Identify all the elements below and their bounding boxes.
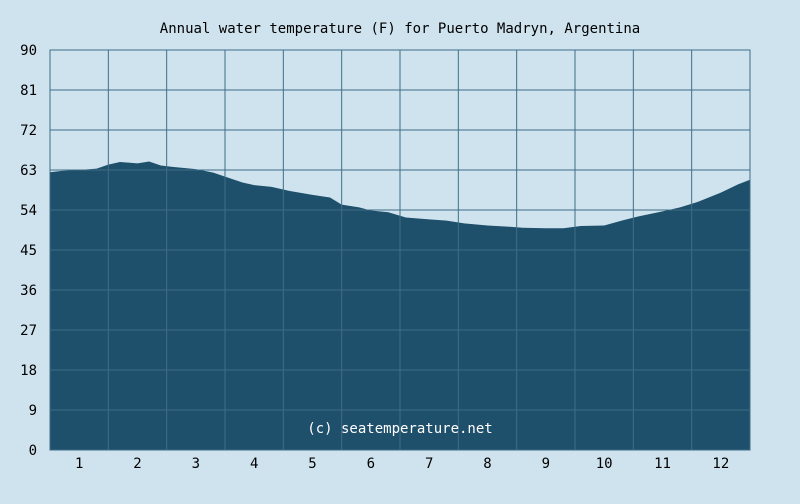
x-tick-label: 10 <box>596 456 613 472</box>
y-tick-label: 45 <box>20 243 37 259</box>
y-tick-label: 9 <box>29 403 37 419</box>
chart-title: Annual water temperature (F) for Puerto … <box>160 21 640 37</box>
y-tick-label: 36 <box>20 283 37 299</box>
x-tick-label: 5 <box>308 456 316 472</box>
watermark-text: (c) seatemperature.net <box>307 421 492 437</box>
y-tick-label: 63 <box>20 163 37 179</box>
y-tick-label: 54 <box>20 203 37 219</box>
plot-border <box>49 49 751 451</box>
x-tick-label: 12 <box>712 456 729 472</box>
x-tick-label: 1 <box>75 456 83 472</box>
y-tick-label: 90 <box>20 43 37 59</box>
y-tick-label: 72 <box>20 123 37 139</box>
y-tick-label: 18 <box>20 363 37 379</box>
x-tick-label: 8 <box>483 456 491 472</box>
x-tick-label: 6 <box>367 456 375 472</box>
x-tick-label: 9 <box>542 456 550 472</box>
x-tick-label: 3 <box>192 456 200 472</box>
x-tick-label: 11 <box>654 456 671 472</box>
y-tick-label: 0 <box>29 443 37 459</box>
y-tick-label: 27 <box>20 323 37 339</box>
x-tick-label: 7 <box>425 456 433 472</box>
y-tick-label: 81 <box>20 83 37 99</box>
x-tick-label: 2 <box>133 456 141 472</box>
x-tick-label: 4 <box>250 456 258 472</box>
